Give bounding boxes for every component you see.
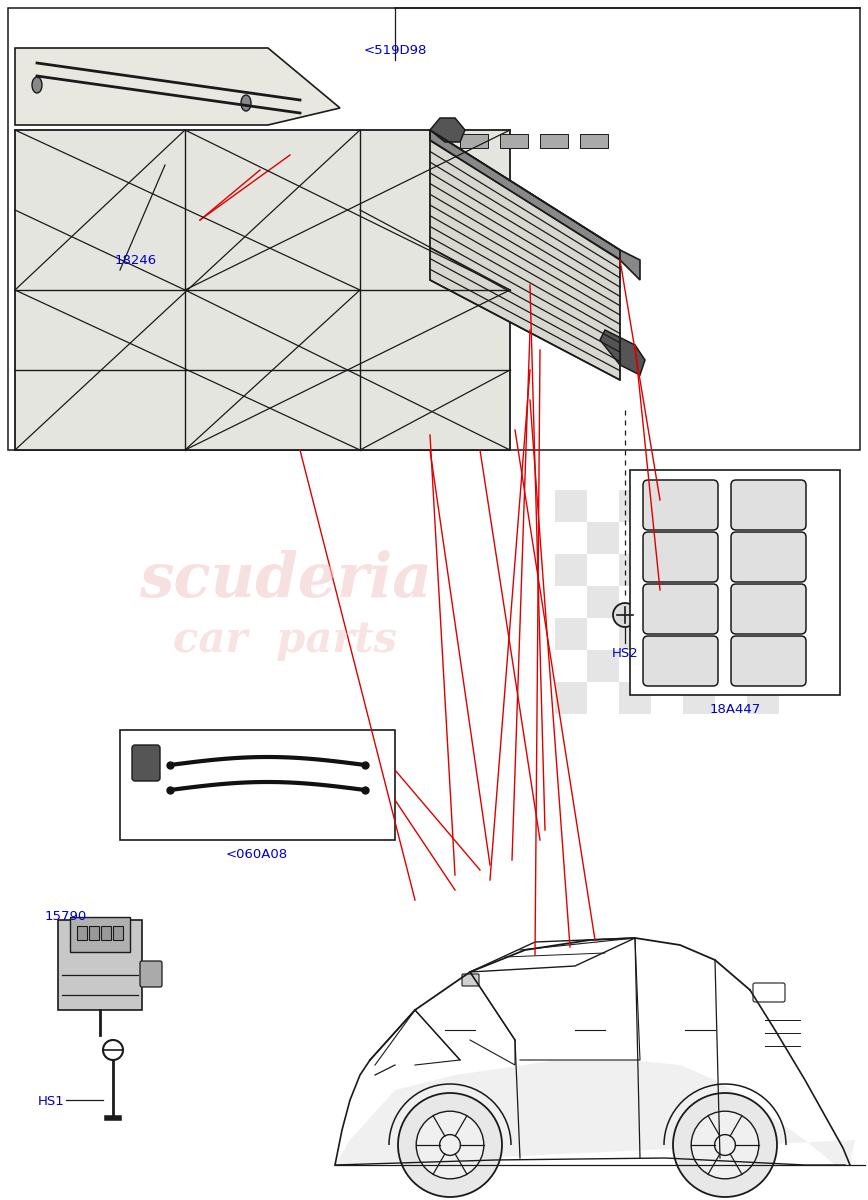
FancyBboxPatch shape xyxy=(132,745,160,781)
Bar xyxy=(651,682,683,714)
Bar xyxy=(683,618,715,650)
FancyBboxPatch shape xyxy=(643,584,718,634)
Bar xyxy=(683,522,715,554)
Bar xyxy=(619,682,651,714)
Polygon shape xyxy=(430,130,640,280)
Text: <060A08: <060A08 xyxy=(226,848,288,862)
Circle shape xyxy=(613,602,637,626)
Bar xyxy=(715,554,747,586)
Bar xyxy=(58,920,142,1010)
Bar xyxy=(70,917,130,952)
Bar xyxy=(540,134,568,148)
Polygon shape xyxy=(600,330,645,374)
FancyBboxPatch shape xyxy=(731,532,806,582)
Bar xyxy=(587,618,619,650)
Bar xyxy=(715,522,747,554)
Circle shape xyxy=(691,1111,759,1178)
Bar xyxy=(651,522,683,554)
Bar xyxy=(587,490,619,522)
Bar xyxy=(747,490,779,522)
Bar xyxy=(555,650,587,682)
Circle shape xyxy=(416,1111,483,1178)
Polygon shape xyxy=(430,130,620,380)
FancyBboxPatch shape xyxy=(140,961,162,986)
Bar xyxy=(619,554,651,586)
Ellipse shape xyxy=(32,77,42,92)
Bar xyxy=(715,618,747,650)
Bar xyxy=(747,682,779,714)
Bar xyxy=(651,554,683,586)
Bar xyxy=(683,586,715,618)
Bar xyxy=(630,470,840,695)
Bar xyxy=(619,650,651,682)
Text: HS2: HS2 xyxy=(612,647,638,660)
Text: scuderia: scuderia xyxy=(139,550,431,610)
Bar xyxy=(651,618,683,650)
Bar xyxy=(619,618,651,650)
Text: 15790: 15790 xyxy=(45,910,88,923)
Bar xyxy=(747,618,779,650)
Bar xyxy=(651,490,683,522)
Bar xyxy=(587,522,619,554)
Bar xyxy=(683,490,715,522)
Bar xyxy=(715,650,747,682)
Bar xyxy=(587,586,619,618)
Bar xyxy=(683,682,715,714)
Bar xyxy=(113,926,123,940)
Bar xyxy=(555,618,587,650)
FancyBboxPatch shape xyxy=(643,532,718,582)
Bar xyxy=(460,134,488,148)
FancyBboxPatch shape xyxy=(462,974,479,986)
Bar xyxy=(555,586,587,618)
Bar xyxy=(683,650,715,682)
Bar xyxy=(747,586,779,618)
Polygon shape xyxy=(15,130,510,450)
Bar xyxy=(747,650,779,682)
FancyBboxPatch shape xyxy=(643,480,718,530)
Bar xyxy=(101,926,111,940)
Bar xyxy=(587,682,619,714)
Circle shape xyxy=(398,1093,502,1198)
FancyBboxPatch shape xyxy=(731,480,806,530)
Text: <519D98: <519D98 xyxy=(364,43,427,56)
Bar xyxy=(747,554,779,586)
Bar xyxy=(77,926,87,940)
Bar xyxy=(619,490,651,522)
Bar xyxy=(500,134,528,148)
Bar xyxy=(715,586,747,618)
Bar xyxy=(555,554,587,586)
Bar xyxy=(587,650,619,682)
Bar xyxy=(683,554,715,586)
Ellipse shape xyxy=(241,95,251,110)
Bar xyxy=(89,926,99,940)
Text: 18246: 18246 xyxy=(115,253,157,266)
Bar xyxy=(555,682,587,714)
Circle shape xyxy=(673,1093,777,1198)
FancyBboxPatch shape xyxy=(731,584,806,634)
Bar xyxy=(120,730,395,840)
Polygon shape xyxy=(15,48,340,125)
Bar xyxy=(715,682,747,714)
Bar xyxy=(619,522,651,554)
FancyBboxPatch shape xyxy=(731,636,806,686)
Bar xyxy=(580,134,608,148)
Bar xyxy=(555,522,587,554)
Bar xyxy=(715,490,747,522)
FancyBboxPatch shape xyxy=(643,636,718,686)
Bar xyxy=(619,586,651,618)
Text: HS1: HS1 xyxy=(38,1094,65,1108)
Text: car  parts: car parts xyxy=(173,619,397,661)
Polygon shape xyxy=(335,1060,855,1165)
Text: 18A447: 18A447 xyxy=(709,703,760,716)
Bar xyxy=(651,586,683,618)
Bar xyxy=(747,522,779,554)
Bar xyxy=(555,490,587,522)
Bar xyxy=(651,650,683,682)
Polygon shape xyxy=(430,118,465,142)
Bar xyxy=(587,554,619,586)
Bar xyxy=(8,8,860,450)
